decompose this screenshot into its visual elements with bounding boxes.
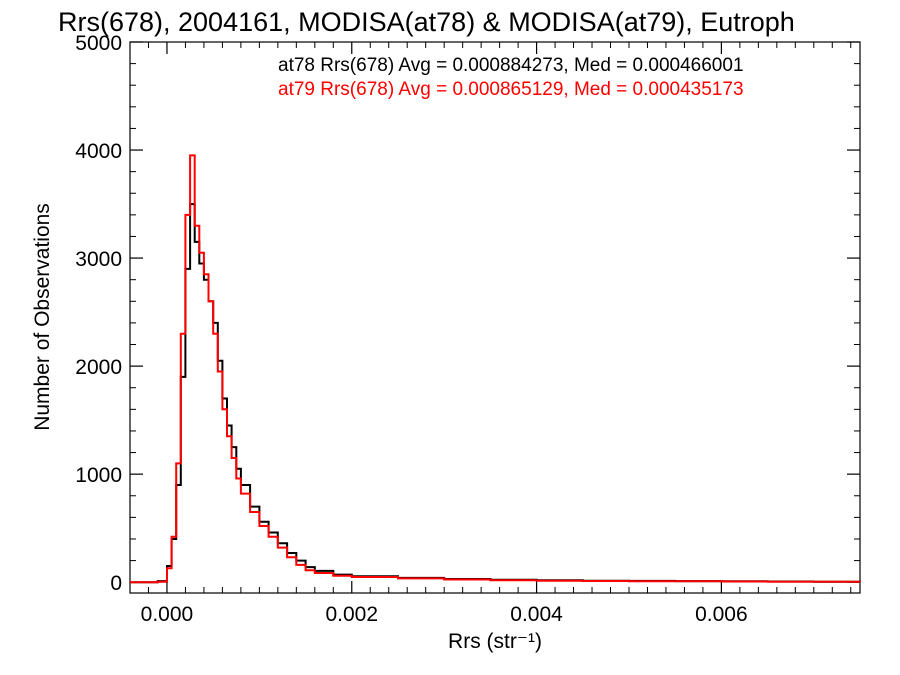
y-tick-label: 2000 [75, 356, 122, 379]
x-axis-label: Rrs (str⁻¹) [448, 630, 542, 653]
plot-frame [129, 41, 861, 594]
y-tick-label: 1000 [75, 464, 122, 487]
stats-text-at78: at78 Rrs(678) Avg = 0.000884273, Med = 0… [278, 55, 744, 76]
y-axis-label: Number of Observations [31, 203, 54, 431]
y-tick-label: 5000 [75, 32, 122, 55]
x-tick-label: 0.004 [510, 603, 563, 626]
y-tick-label: 3000 [75, 248, 122, 271]
x-tick-label: 0.000 [141, 603, 194, 626]
ticks-layer: 0.000 0.002 0.004 0.006 0 1000 2000 3000 4000 500… [75, 32, 860, 626]
stats-text-at79: at79 Rrs(678) Avg = 0.000865129, Med = 0… [278, 79, 744, 100]
stats-legend: at78 Rrs(678) Avg = 0.000884273, Med = 0… [278, 55, 744, 100]
y-tick-label: 0 [110, 572, 122, 595]
y-tick-label: 4000 [75, 140, 122, 163]
chart-title: Rrs(678), 2004161, MODISA(at78) & MODISA… [58, 7, 795, 37]
series-line-at78 [130, 203, 861, 584]
x-tick-label: 0.002 [325, 603, 378, 626]
x-tick-label: 0.006 [695, 603, 748, 626]
series-layer [130, 154, 861, 584]
plot-area: 0.000 0.002 0.004 0.006 0 1000 2000 3000 4000 500… [75, 32, 861, 626]
series-line-at79 [130, 154, 861, 584]
